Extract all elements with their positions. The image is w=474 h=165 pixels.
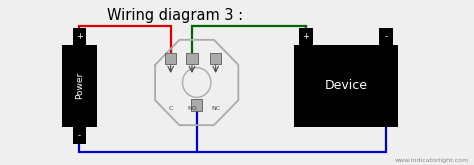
Text: NC: NC [211,106,220,111]
FancyBboxPatch shape [73,127,86,144]
FancyBboxPatch shape [210,53,221,64]
FancyBboxPatch shape [62,45,97,127]
Text: C: C [168,106,173,111]
Text: Power: Power [75,72,84,99]
Text: +: + [76,32,83,41]
FancyBboxPatch shape [294,45,398,127]
Text: www.indicatorlight.com: www.indicatorlight.com [395,158,469,163]
Text: -: - [385,32,388,41]
Text: +: + [302,32,309,41]
FancyBboxPatch shape [299,28,313,45]
FancyBboxPatch shape [73,28,86,45]
Text: NO: NO [187,106,197,111]
Text: -: - [78,131,81,140]
Text: Device: Device [325,79,367,92]
FancyBboxPatch shape [186,53,198,64]
FancyBboxPatch shape [191,99,202,111]
Text: Wiring diagram 3 :: Wiring diagram 3 : [107,8,244,23]
FancyBboxPatch shape [165,53,176,64]
FancyBboxPatch shape [379,28,393,45]
